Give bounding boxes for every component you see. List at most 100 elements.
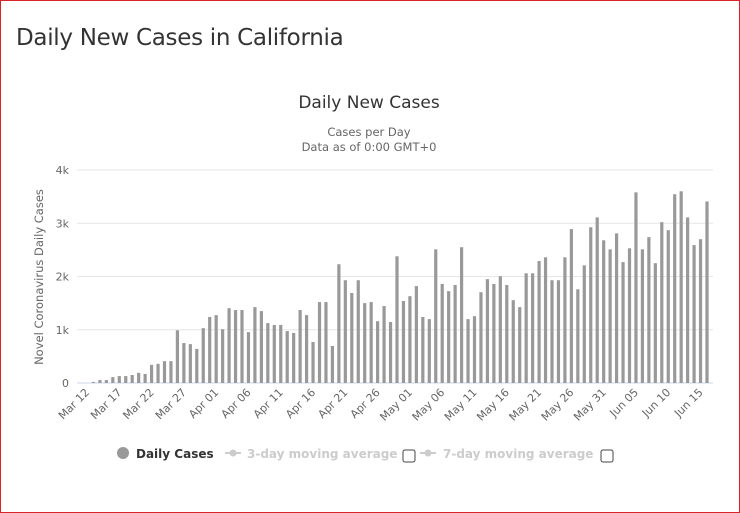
bar-apr-18[interactable]	[324, 302, 328, 383]
bar-jun-16[interactable]	[705, 201, 709, 383]
bar-may-06[interactable]	[440, 283, 444, 383]
bar-mar-23[interactable]	[156, 363, 160, 383]
legend-item-daily-cases[interactable]: Daily Cases	[117, 447, 214, 461]
bar-mar-31[interactable]	[208, 316, 212, 383]
bar-may-14[interactable]	[492, 283, 496, 383]
bar-apr-30[interactable]	[401, 300, 406, 383]
bar-apr-23[interactable]	[356, 280, 360, 383]
legend-item-7-day-average[interactable]: 7-day moving average	[420, 447, 593, 461]
bar-may-05[interactable]	[434, 249, 438, 383]
bar-jun-10[interactable]	[666, 230, 670, 383]
bar-jun-15[interactable]	[698, 239, 703, 383]
bar-may-09[interactable]	[459, 247, 464, 383]
bar-apr-06[interactable]	[246, 332, 251, 383]
bar-may-20[interactable]	[531, 273, 535, 383]
bar-apr-20[interactable]	[337, 264, 341, 383]
bar-jun-01[interactable]	[608, 249, 612, 383]
bar-jun-12[interactable]	[679, 191, 683, 383]
bar-apr-26[interactable]	[376, 321, 380, 383]
bar-jun-14[interactable]	[692, 245, 696, 383]
bar-apr-09[interactable]	[266, 323, 270, 383]
bar-may-16[interactable]	[505, 285, 509, 383]
bar-apr-15[interactable]	[304, 315, 309, 383]
bar-jun-09[interactable]	[660, 222, 664, 383]
bar-mar-21[interactable]	[143, 373, 147, 383]
bar-mar-30[interactable]	[201, 328, 205, 383]
bar-apr-16[interactable]	[311, 341, 315, 383]
bar-mar-14[interactable]	[98, 380, 102, 383]
bar-mar-27[interactable]	[182, 343, 186, 383]
bar-mar-25[interactable]	[169, 361, 173, 383]
bar-may-08[interactable]	[453, 285, 457, 383]
bar-may-21[interactable]	[537, 261, 541, 383]
bar-mar-13[interactable]	[91, 381, 96, 383]
bar-mar-19[interactable]	[130, 375, 134, 383]
bar-apr-17[interactable]	[317, 302, 322, 383]
bar-may-17[interactable]	[511, 300, 515, 383]
bar-may-26[interactable]	[569, 229, 573, 383]
bar-may-10[interactable]	[466, 319, 470, 383]
bar-mar-22[interactable]	[149, 364, 154, 383]
checkbox-3-day-average[interactable]	[402, 449, 416, 463]
bar-apr-13[interactable]	[292, 332, 296, 383]
bar-apr-27[interactable]	[382, 306, 386, 383]
bar-mar-17[interactable]	[117, 376, 121, 383]
bar-mar-16[interactable]	[111, 377, 115, 383]
bar-apr-03[interactable]	[227, 308, 231, 383]
bar-jun-03[interactable]	[621, 262, 625, 383]
bar-apr-08[interactable]	[259, 311, 263, 383]
bar-jun-13[interactable]	[686, 217, 690, 383]
bar-mar-18[interactable]	[124, 376, 128, 383]
checkbox-7-day-average[interactable]	[600, 449, 614, 463]
bar-apr-12[interactable]	[285, 331, 289, 383]
bar-jun-04[interactable]	[627, 248, 632, 383]
bar-jun-06[interactable]	[640, 249, 645, 383]
bar-apr-01[interactable]	[214, 315, 218, 383]
bar-apr-05[interactable]	[240, 310, 244, 383]
bar-may-24[interactable]	[556, 280, 561, 383]
bar-apr-10[interactable]	[272, 324, 276, 383]
bar-apr-24[interactable]	[363, 303, 367, 383]
bar-apr-29[interactable]	[395, 256, 399, 383]
bar-may-04[interactable]	[427, 319, 431, 383]
bar-may-29[interactable]	[589, 227, 593, 383]
bar-may-13[interactable]	[485, 279, 490, 383]
bar-mar-26[interactable]	[175, 330, 180, 383]
bar-mar-15[interactable]	[104, 380, 108, 383]
bar-may-12[interactable]	[479, 292, 483, 383]
bar-may-01[interactable]	[408, 296, 412, 383]
bar-mar-29[interactable]	[195, 348, 199, 383]
bar-may-03[interactable]	[421, 316, 425, 383]
bar-jun-07[interactable]	[647, 237, 651, 383]
bar-may-19[interactable]	[524, 273, 528, 383]
bar-mar-28[interactable]	[188, 344, 192, 383]
bar-mar-24[interactable]	[162, 361, 167, 383]
bar-apr-19[interactable]	[330, 345, 335, 383]
bar-may-25[interactable]	[563, 257, 567, 383]
bar-apr-22[interactable]	[350, 293, 354, 383]
bar-may-22[interactable]	[543, 257, 548, 383]
bar-may-07[interactable]	[447, 291, 451, 383]
bar-may-31[interactable]	[602, 240, 606, 383]
bar-apr-11[interactable]	[279, 324, 283, 383]
bar-may-18[interactable]	[518, 307, 522, 383]
bar-may-11[interactable]	[472, 316, 477, 383]
bar-apr-02[interactable]	[221, 329, 225, 383]
bar-may-27[interactable]	[576, 289, 580, 383]
bar-apr-21[interactable]	[343, 280, 347, 383]
bar-apr-04[interactable]	[233, 310, 238, 383]
bar-apr-25[interactable]	[369, 302, 373, 383]
bar-apr-07[interactable]	[253, 307, 257, 383]
legend-item-3-day-average[interactable]: 3-day moving average	[225, 447, 397, 461]
bar-may-23[interactable]	[550, 280, 554, 383]
bar-jun-02[interactable]	[614, 233, 619, 383]
bar-mar-20[interactable]	[137, 372, 141, 383]
bar-jun-11[interactable]	[673, 194, 677, 383]
bar-may-15[interactable]	[498, 276, 502, 383]
bar-jun-05[interactable]	[634, 192, 638, 383]
bar-may-30[interactable]	[595, 217, 599, 383]
bar-may-28[interactable]	[582, 265, 586, 383]
bar-apr-14[interactable]	[298, 310, 302, 383]
bar-jun-08[interactable]	[653, 263, 657, 383]
bar-may-02[interactable]	[414, 286, 418, 383]
